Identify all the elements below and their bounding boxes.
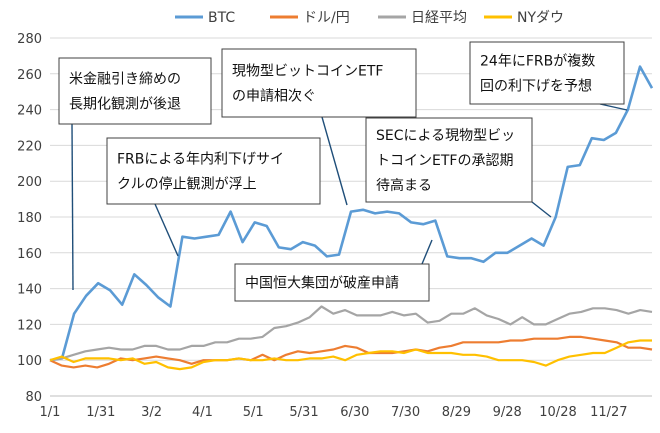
annotation-box [469,41,625,105]
x-tick-label: 1/1 [40,405,61,420]
legend-label: 日経平均 [411,10,467,26]
annotation-text: 待高まる [376,177,432,194]
x-tick-label: 1/31 [86,405,115,420]
annotation-callout: 中国恒大集団が破産申請 [234,263,430,302]
x-tick-label: 11/27 [590,405,627,420]
annotation-text: FRBによる年内利下げサイ [117,152,284,168]
y-tick-label: 80 [25,390,42,405]
series-line [49,305,653,362]
y-tick-label: 120 [17,318,42,333]
annotation-leader-line [421,239,433,265]
annotation-text: 現物型ビットコインETF [232,64,383,80]
annotation-text: SECによる現物型ビッ [376,128,515,144]
x-tick-label: 10/28 [539,405,576,420]
series-line [49,335,653,369]
y-tick-label: 160 [17,247,42,262]
y-tick-label: 240 [17,104,42,119]
axes: 80 100 120 140 160 180 200 220 240 260 280 1/1 1/31 3… [17,32,652,420]
annotation-callout: 現物型ビットコインETF の申請相次ぐ [221,48,417,118]
annotation-leader-line [599,103,628,111]
legend-label: NYダウ [517,10,564,26]
x-tick-label: 3/2 [141,405,162,420]
annotation-text: の申請相次ぐ [232,89,316,105]
y-tick-label: 220 [17,139,42,154]
legend-label: ドル/円 [303,10,350,26]
series-line [49,65,654,362]
annotation-leaders [71,103,628,291]
x-tick-label: 4/1 [192,405,213,420]
annotation-box [234,263,430,302]
annotation-text: 中国恒大集団が破産申請 [245,275,399,292]
legend: BTC ドル/円 日経平均 NYダウ [175,10,564,26]
annotation-text: 回の利下げを予想 [480,79,592,95]
annotation-leader-line [154,203,179,257]
series-lines [49,65,654,371]
series-line [49,339,652,371]
annotation-text: 米金融引き締めの [69,71,181,88]
x-tick-label: 5/31 [289,405,318,420]
y-tick-label: 180 [17,211,42,226]
annotation-text: トコインETFの承認期 [376,153,513,169]
y-tick-label: 260 [17,68,42,83]
annotation-text: 長期化観測が後退 [69,96,181,113]
x-tick-label: 8/29 [442,405,471,420]
x-tick-label: 5/1 [243,405,264,420]
y-tick-label: 200 [17,175,42,190]
y-tick-label: 140 [17,283,42,298]
annotation-box [221,48,417,118]
annotation-box [58,57,212,125]
x-tick-label: 7/30 [391,405,420,420]
annotation-leader-line [71,123,74,291]
annotation-text: クルの停止観測が浮上 [117,176,257,193]
annotation-leader-line [531,201,552,218]
annotation-box [106,137,321,205]
y-tick-label: 280 [17,32,42,47]
annotation-leader-line [321,116,348,206]
annotation-box [365,117,533,203]
y-tick-label: 100 [17,354,42,369]
annotation-text: 24年にFRBが複数 [480,53,595,70]
x-tick-label: 6/30 [340,405,369,420]
x-tick-label: 9/28 [493,405,522,420]
legend-label: BTC [208,10,235,26]
